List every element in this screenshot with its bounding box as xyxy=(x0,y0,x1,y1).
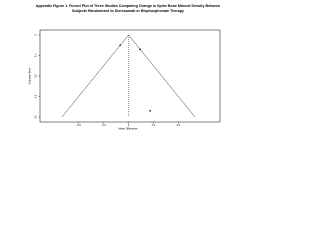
point xyxy=(149,110,151,112)
x-tick-label: -0.6 xyxy=(77,124,82,127)
x-tick-label: 0.6 xyxy=(177,124,181,127)
y-tick-label: 0.3 xyxy=(35,94,38,98)
y-tick-label: 0.2 xyxy=(35,74,38,78)
y-tick-label: 0.1 xyxy=(35,53,38,57)
x-tick-label: 0.3 xyxy=(152,124,156,127)
point xyxy=(119,44,121,47)
x-tick-label: 0 xyxy=(128,124,130,127)
x-tick-label: -0.3 xyxy=(102,124,107,127)
y-tick-label: 0 xyxy=(35,34,38,36)
y-axis-label: Standard Error xyxy=(28,67,32,84)
point xyxy=(139,48,141,51)
funnel-left xyxy=(61,34,129,118)
funnel-right xyxy=(128,34,196,118)
chart: Appendix Figure 1. Funnel Plot of Three … xyxy=(28,4,221,131)
chart-subtitle: Subjects Randomized to Denosumab or Bisp… xyxy=(72,9,184,13)
chart-title: Appendix Figure 1. Funnel Plot of Three … xyxy=(36,4,221,8)
y-tick-label: 0.4 xyxy=(35,115,38,119)
x-axis-label: Mean Difference xyxy=(119,127,139,131)
plot-frame xyxy=(39,29,221,123)
